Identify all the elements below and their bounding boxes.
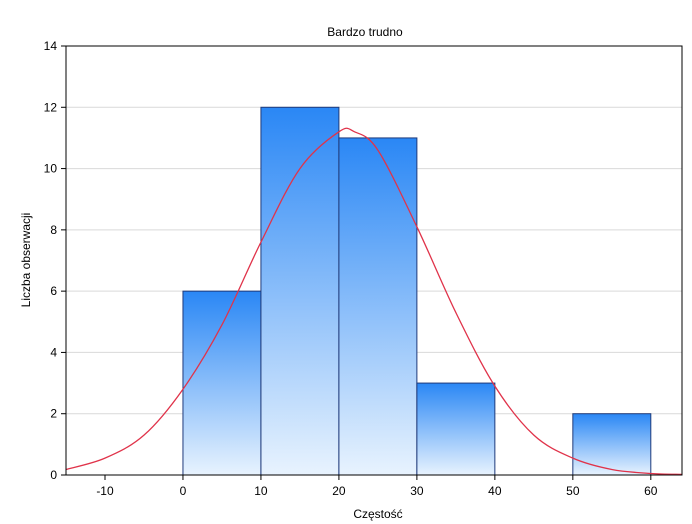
histogram-bar [182, 290, 262, 476]
y-tick-label: 2 [50, 407, 57, 421]
histogram-bar [260, 106, 340, 476]
x-tick-label: 0 [180, 484, 187, 498]
x-tick-label: -10 [96, 484, 114, 498]
x-axis-label: Częstość [353, 507, 402, 521]
bars [182, 106, 652, 476]
y-tick-label: 8 [50, 223, 57, 237]
y-tick-label: 4 [50, 345, 57, 359]
axis-ticks: 0 2 4 6 8 10 12 14 -10 0 10 20 30 40 50 60 [44, 39, 658, 498]
x-tick-label: 10 [254, 484, 268, 498]
plot-frame [65, 45, 683, 476]
y-tick-label: 10 [44, 162, 58, 176]
x-tick-label: 60 [644, 484, 658, 498]
x-tick-label: 40 [488, 484, 502, 498]
chart-title: Bardzo trudno [327, 25, 403, 39]
y-tick-label: 14 [44, 39, 58, 53]
histogram-bar [416, 382, 496, 476]
histogram-bar [338, 137, 418, 476]
x-tick-label: 30 [410, 484, 424, 498]
x-tick-label: 20 [332, 484, 346, 498]
histogram-bar [572, 413, 652, 476]
y-axis-label: Liczba obserwacji [19, 213, 33, 308]
normal-curve-layer [65, 127, 683, 476]
y-tick-label: 0 [50, 468, 57, 482]
y-tick-label: 6 [50, 284, 57, 298]
normal-curve [65, 127, 683, 476]
x-tick-label: 50 [566, 484, 580, 498]
y-tick-label: 12 [44, 100, 58, 114]
